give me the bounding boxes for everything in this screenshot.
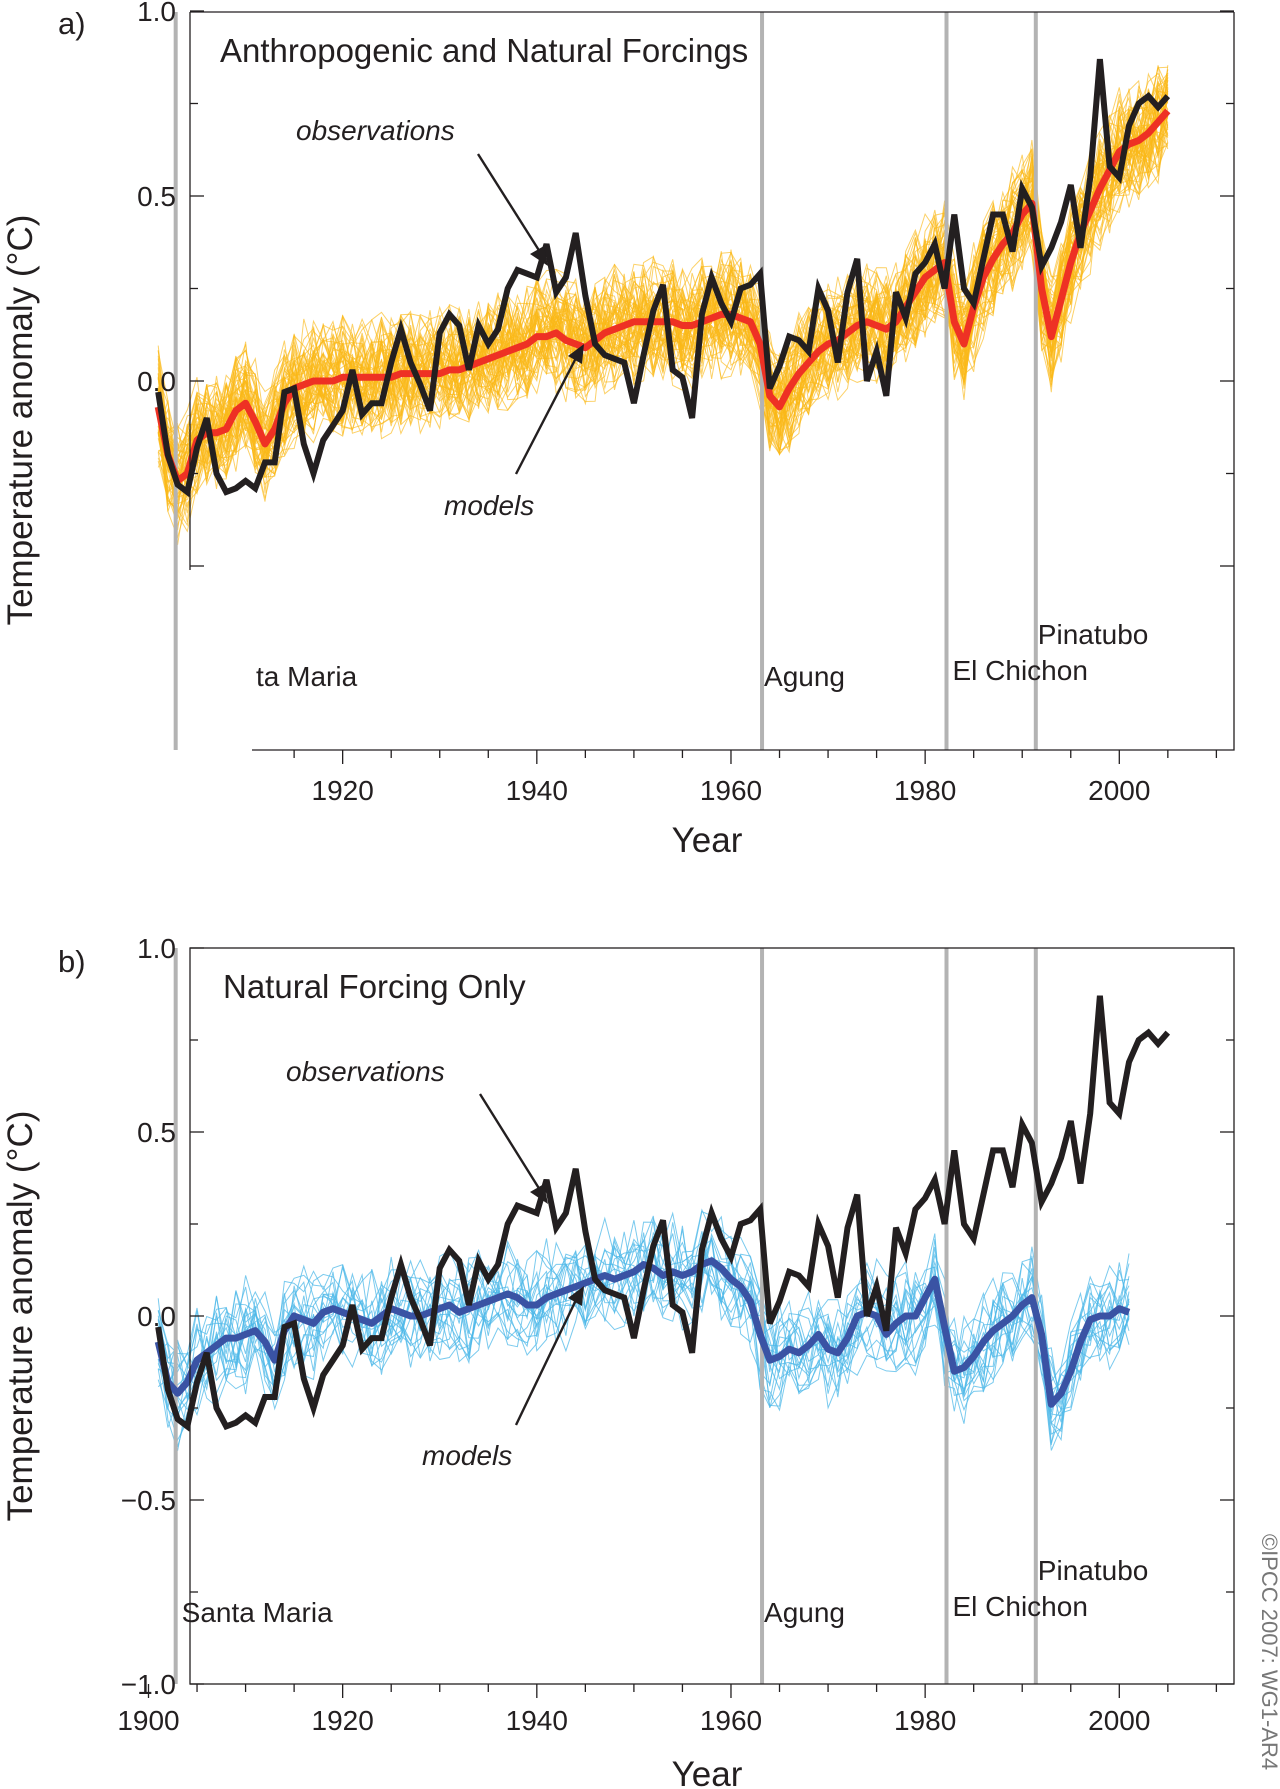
panel-a-xtick-label: 1960 <box>700 775 762 806</box>
panel-a-title: Anthropogenic and Natural Forcings <box>220 32 748 69</box>
panel-b-ytick-label: 1.0 <box>137 933 176 964</box>
panel-a-letter: a) <box>58 6 86 41</box>
panel-a-ytick-label: 0.0 <box>137 366 176 397</box>
panel-a-volcano-label: Agung <box>764 661 845 692</box>
panel-a-volcano-label: Pinatubo <box>1038 619 1149 650</box>
panel-b-model-mean-line <box>154 1257 1131 1408</box>
panel-a-volcano-label: ta Maria <box>256 661 358 692</box>
panel-b-xtick-label: 2000 <box>1088 1705 1150 1736</box>
panel-b-volcano-labels: Santa Maria Agung El Chichon Pinatubo <box>182 1555 1149 1628</box>
panel-a-ensemble-member <box>157 72 1169 488</box>
copyright-notice: ©IPCC 2007: WG1-AR4 <box>1257 1534 1280 1770</box>
panel-a-observations-arrow <box>476 153 542 253</box>
panel-b-model-ensemble <box>157 1208 1130 1451</box>
panel-b-volcano-label: Agung <box>764 1597 845 1628</box>
panel-a-ensemble-member <box>157 111 1169 450</box>
panel-a-volcano-label: El Chichon <box>952 655 1087 686</box>
panel-b-xtick-label: 1960 <box>700 1705 762 1736</box>
panel-b-models-arrow <box>514 1299 578 1426</box>
panel-a-xtick-label: 2000 <box>1088 775 1150 806</box>
panel-a-volcano-labels: ta Maria Agung El Chichon Pinatubo <box>256 619 1148 692</box>
panel-b-xtick-label: 1920 <box>312 1705 374 1736</box>
panel-b-model-mean <box>154 1257 1131 1408</box>
panel-a-ticks: 0.0 0.5 1.0 1920 1940 1960 1980 2000 <box>137 0 1234 806</box>
panel-b-models-arrowhead <box>568 1286 584 1306</box>
panel-a-frame <box>189 12 1235 751</box>
panel-a-volcano-lines <box>173 12 1038 750</box>
panel-a-clip-region <box>154 12 1171 750</box>
panel-b-observations <box>155 995 1171 1432</box>
panel-a-observations-arrowhead <box>530 246 548 266</box>
panel-b-ensemble-member <box>157 1237 1130 1451</box>
panel-b-volcano-label: Santa Maria <box>182 1597 333 1628</box>
panel-b-letter: b) <box>58 944 86 979</box>
panel-b-ensemble-member <box>157 1211 1130 1425</box>
panel-b-xlabel: Year <box>672 1755 743 1789</box>
panel-a-xtick-label: 1920 <box>312 775 374 806</box>
panel-a: 0.0 0.5 1.0 1920 1940 1960 1980 2000 a) Anthrop… <box>1 0 1235 860</box>
panel-a-ytick-label: 0.5 <box>137 181 176 212</box>
panel-b-title: Natural Forcing Only <box>223 968 526 1005</box>
panel-a-ensemble-member <box>157 125 1169 498</box>
panel-b-observations-arrow <box>478 1093 542 1191</box>
panel-b-ytick-label: 0.0 <box>137 1301 176 1332</box>
panel-b-xtick-label: 1900 <box>117 1705 179 1736</box>
panel-a-observations <box>155 58 1171 498</box>
panel-a-models-annotation: models <box>444 490 534 521</box>
panel-a-models-arrow <box>514 357 578 475</box>
panel-a-ensemble-member <box>157 111 1169 545</box>
panel-b-ensemble-member <box>157 1250 1130 1415</box>
panel-a-observations-annotation: observations <box>296 115 455 146</box>
panel-b-ylabel: Temperature anomaly (°C) <box>1 1111 40 1522</box>
panel-b-volcano-label: El Chichon <box>952 1591 1087 1622</box>
panel-b-observations-line <box>155 995 1171 1432</box>
panel-b-ytick-label: −0.5 <box>121 1485 176 1516</box>
panel-a-xtick-label: 1940 <box>506 775 568 806</box>
panel-a-ensemble-member <box>157 84 1169 527</box>
panel-a-ytick-label: 1.0 <box>137 0 176 27</box>
panel-b-observations-arrowhead <box>530 1184 548 1204</box>
panel-a-xlabel: Year <box>672 821 743 860</box>
panel-a-ensemble-member <box>157 90 1169 539</box>
panel-b-volcano-label: Pinatubo <box>1038 1555 1149 1586</box>
panel-b-xtick-label: 1940 <box>506 1705 568 1736</box>
panel-a-xtick-label: 1980 <box>894 775 956 806</box>
panel-b-ytick-label: 0.5 <box>137 1117 176 1148</box>
panel-a-observations-line <box>155 58 1171 498</box>
panel-a-ylabel: Temperature anomaly (°C) <box>1 215 40 626</box>
panel-b-xtick-label: 1980 <box>894 1705 956 1736</box>
panel-b-models-annotation: models <box>422 1440 512 1471</box>
panel-a-model-mean <box>154 108 1171 485</box>
panel-a-models-arrowhead <box>568 344 584 364</box>
panel-b-observations-annotation: observations <box>286 1056 445 1087</box>
panel-a-model-mean-line <box>154 108 1171 485</box>
